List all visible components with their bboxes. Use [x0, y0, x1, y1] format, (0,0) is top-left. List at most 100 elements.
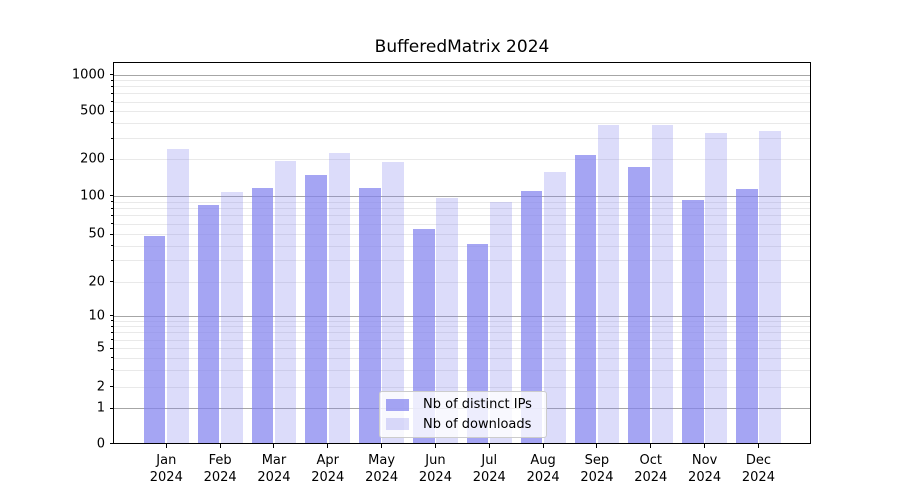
y-axis-tick-label: 10: [88, 308, 105, 324]
x-axis-tick-label: Dec 2024: [728, 452, 788, 486]
plot-area: Nb of distinct IPs Nb of downloads: [113, 62, 811, 444]
bar-distinct-ips-may: [359, 188, 381, 443]
gridline-major: [114, 195, 810, 197]
x-axis-tick-label: May 2024: [352, 452, 412, 486]
bar-distinct-ips-sep: [574, 155, 597, 443]
bar-distinct-ips-dec: [736, 188, 758, 443]
y-minor-tick-mark: [111, 85, 113, 87]
bar-distinct-ips-feb: [197, 204, 220, 443]
y-minor-tick-mark: [111, 122, 113, 124]
gridline-minor: [114, 357, 810, 359]
y-minor-tick-mark: [111, 92, 113, 94]
y-minor-tick-mark: [111, 214, 113, 216]
y-tick-mark: [109, 195, 113, 197]
x-tick-month: Jan: [156, 453, 177, 468]
y-minor-tick-mark: [111, 137, 113, 139]
bar-distinct-ips-jun: [413, 228, 435, 443]
gridline-major: [114, 315, 810, 317]
y-axis-tick-label: 0: [96, 436, 105, 451]
gridline-minor: [114, 320, 810, 322]
y-tick-mark: [109, 443, 113, 444]
bar-distinct-ips-apr: [305, 174, 327, 443]
bar-downloads-feb: [220, 191, 243, 443]
x-tick-month: Mar: [261, 453, 287, 468]
x-tick-mark: [488, 444, 490, 448]
gridline-minor: [114, 138, 810, 140]
gridline-minor: [114, 245, 810, 247]
x-tick-month: Dec: [745, 453, 771, 468]
gridline-minor: [114, 339, 810, 341]
x-axis-tick-label: Apr 2024: [298, 452, 358, 486]
x-axis-tick-label: Mar 2024: [244, 452, 304, 486]
x-tick-mark: [596, 444, 598, 448]
bar-downloads-nov: [705, 132, 727, 443]
x-tick-month: Oct: [639, 453, 662, 468]
x-tick-year: 2024: [634, 470, 668, 485]
legend-item-distinct-ips: Nb of distinct IPs: [380, 395, 546, 415]
y-minor-tick-mark: [111, 281, 113, 282]
y-minor-tick-mark: [111, 325, 113, 327]
gridline-minor: [114, 80, 810, 82]
y-minor-tick-mark: [111, 347, 113, 349]
x-tick-year: 2024: [526, 470, 560, 485]
bar-distinct-ips-jan: [143, 236, 166, 443]
gridline-minor: [114, 93, 810, 95]
x-tick-year: 2024: [418, 470, 452, 485]
x-tick-year: 2024: [580, 470, 614, 485]
bar-downloads-jan: [167, 149, 189, 443]
y-minor-tick-mark: [111, 386, 113, 388]
bar-distinct-ips-mar: [251, 188, 274, 443]
x-tick-mark: [165, 444, 167, 448]
gridline-minor: [114, 201, 810, 203]
gridline-minor: [114, 159, 810, 161]
x-tick-month: Apr: [316, 453, 340, 468]
x-tick-mark: [704, 444, 706, 448]
bar-downloads-sep: [597, 124, 620, 443]
x-tick-mark: [757, 444, 759, 448]
gridline-major: [114, 74, 810, 76]
y-axis-tick-label: 100: [80, 188, 105, 204]
y-axis-tick-label: 200: [80, 151, 105, 167]
y-minor-tick-mark: [111, 245, 113, 247]
y-minor-tick-mark: [111, 223, 113, 225]
y-axis-tick-label: 1: [96, 400, 105, 416]
bar-downloads-mar: [274, 160, 297, 443]
x-tick-year: 2024: [203, 470, 237, 485]
y-minor-tick-mark: [111, 357, 113, 359]
y-minor-tick-mark: [111, 369, 113, 371]
legend-item-downloads: Nb of downloads: [380, 415, 546, 435]
y-minor-tick-mark: [111, 79, 113, 81]
x-tick-year: 2024: [311, 470, 345, 485]
bar-downloads-may: [382, 162, 404, 443]
x-axis-tick-label: Sep 2024: [567, 452, 627, 486]
y-minor-tick-mark: [111, 110, 113, 112]
gridline-minor: [114, 122, 810, 124]
x-tick-mark: [434, 444, 436, 448]
bar-distinct-ips-aug: [520, 190, 543, 443]
x-axis-tick-label: Jan 2024: [136, 452, 196, 486]
y-minor-tick-mark: [111, 331, 113, 333]
x-axis-tick-label: Jun 2024: [405, 452, 465, 486]
x-tick-month: Jul: [481, 453, 498, 468]
y-axis-tick-label: 5: [96, 340, 105, 356]
gridline-minor: [114, 326, 810, 328]
y-minor-tick-mark: [111, 233, 113, 235]
gridline-minor: [114, 86, 810, 88]
bar-downloads-oct: [651, 124, 674, 443]
x-tick-mark: [219, 444, 221, 448]
y-tick-mark: [109, 315, 113, 317]
x-tick-mark: [327, 444, 329, 448]
x-axis-tick-label: Jul 2024: [459, 452, 519, 486]
bar-downloads-jun: [436, 197, 458, 443]
x-tick-month: May: [368, 453, 396, 468]
bar-downloads-dec: [759, 131, 781, 443]
gridline-minor: [114, 111, 810, 113]
chart-title: BufferedMatrix 2024: [374, 37, 550, 57]
x-axis-tick-label: Feb 2024: [190, 452, 250, 486]
x-tick-year: 2024: [472, 470, 506, 485]
x-tick-year: 2024: [365, 470, 399, 485]
x-tick-mark: [273, 444, 275, 448]
x-tick-year: 2024: [741, 470, 775, 485]
legend-label-distinct-ips: Nb of distinct IPs: [423, 397, 532, 413]
x-axis-tick-label: Nov 2024: [675, 452, 735, 486]
